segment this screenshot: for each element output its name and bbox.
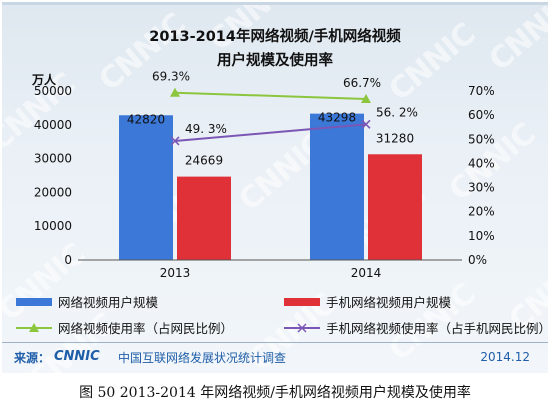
line-data-label: 69.3%: [152, 70, 190, 84]
chart-title-line2: 用户规模及使用率: [217, 53, 333, 69]
bar-data-label: 31280: [376, 131, 414, 145]
marker-video-rate: [170, 87, 180, 97]
bar-mobile-users: [368, 154, 422, 260]
left-tick-label: 20000: [34, 185, 72, 199]
legend-swatch-mobile-users: [284, 297, 320, 306]
legend-label-video-rate: 网络视频使用率（占网民比例）: [58, 321, 234, 336]
right-tick-label: 50%: [468, 132, 495, 146]
left-tick-label: 0: [64, 253, 72, 267]
legend-item-mobile-users: 手机网络视频用户规模: [284, 292, 451, 311]
left-tick-label: 30000: [34, 152, 72, 166]
right-tick-label: 30%: [468, 181, 495, 195]
chart-area: CNNIC CNNIC CNNIC CNNIC CNNIC CNNIC CNNIC CNNIC…: [2, 2, 550, 373]
bar-video-users: [310, 113, 364, 260]
legend-swatch-mobile-rate: [284, 322, 320, 333]
right-tick-label: 40%: [468, 156, 495, 170]
legend-swatch-video-users: [16, 297, 52, 306]
marker-mobile-rate: [170, 136, 180, 146]
line-data-label: 66.7%: [343, 76, 381, 90]
marker-video-rate: [361, 93, 371, 103]
bar-data-label: 42820: [127, 112, 165, 126]
marker-mobile-rate: [361, 119, 371, 129]
legend-label-video-users: 网络视频用户规模: [58, 295, 159, 310]
source-date: 2014.12: [480, 350, 530, 364]
legend-item-video-rate: 网络视频使用率（占网民比例）: [16, 318, 233, 337]
legend-label-mobile-users: 手机网络视频用户规模: [326, 295, 452, 310]
right-tick-label: 20%: [468, 205, 495, 219]
left-axis-unit: 万人: [32, 73, 57, 87]
x-tick-label: 2013: [160, 266, 191, 280]
plot-svg: 0 10000 20000 30000 40000 50000 0% 10% 20% 30% 40…: [34, 70, 495, 280]
line-mobile-rate: [174, 123, 367, 142]
legend-item-video-users: 网络视频用户规模: [16, 292, 158, 311]
bar-data-label: 24669: [185, 154, 223, 168]
x-tick-label: 2014: [351, 266, 382, 280]
right-tick-label: 10%: [468, 229, 495, 243]
source-bar: 来源： CNNIC 中国互联网络发展状况统计调查 2014.12: [2, 342, 548, 371]
right-tick-label: 70%: [468, 84, 495, 98]
bar-data-label: 43298: [318, 111, 356, 125]
source-label: 来源：: [14, 350, 51, 365]
left-tick-label: 40000: [34, 118, 72, 132]
cnnic-logo: CNNIC: [54, 347, 112, 367]
left-tick-label: 50000: [34, 84, 72, 98]
chart-title-line1: 2013-2014年网络视频/手机网络视频: [149, 29, 401, 45]
bar-mobile-users: [177, 176, 231, 260]
left-tick-label: 10000: [34, 219, 72, 233]
line-data-label: 56. 2%: [376, 105, 418, 119]
bar-video-users: [119, 115, 173, 260]
figure-caption: 图 50 2013-2014 年网络视频/手机网络视频用户规模及使用率: [79, 385, 471, 401]
chart-legend: 网络视频用户规模 手机网络视频用户规模 网络视频使用率（占网民比例）: [2, 288, 550, 338]
right-tick-label: 0%: [468, 253, 487, 267]
svg-text:CNNIC: CNNIC: [54, 349, 100, 363]
legend-label-mobile-rate: 手机网络视频使用率（占手机网民比例）: [326, 321, 550, 336]
line-video-rate: [174, 91, 367, 100]
right-tick-label: 60%: [468, 108, 495, 122]
legend-item-mobile-rate: 手机网络视频使用率（占手机网民比例）: [284, 318, 550, 337]
source-name: 中国互联网络发展状况统计调查: [118, 350, 287, 365]
legend-swatch-video-rate: [16, 322, 52, 332]
line-data-label: 49. 3%: [185, 122, 227, 136]
